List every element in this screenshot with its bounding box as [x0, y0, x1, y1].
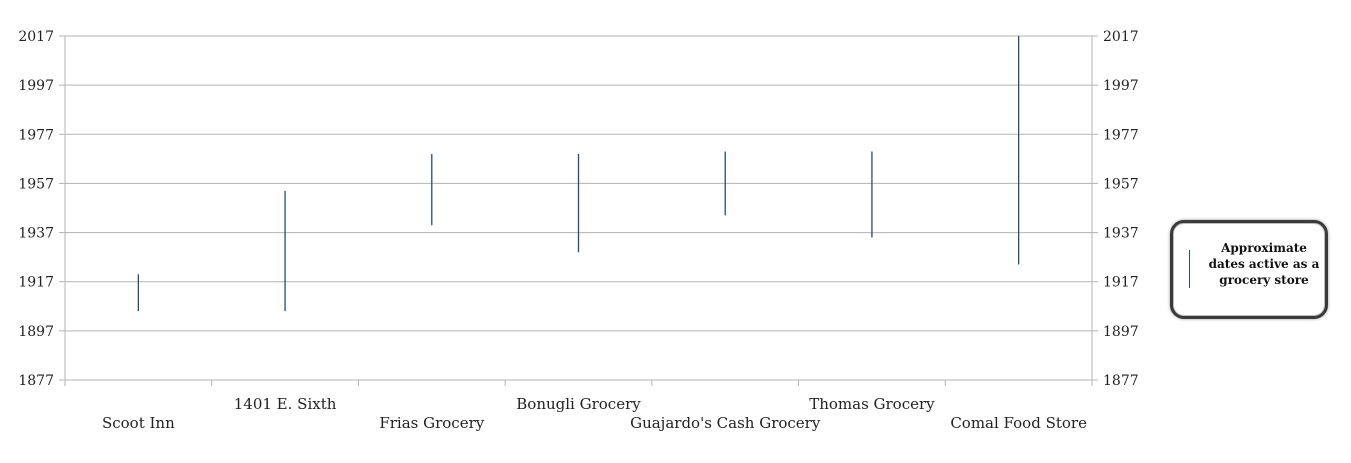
left-y-tick-label: 1877: [18, 373, 54, 389]
legend-series-swatch: [1189, 250, 1190, 288]
right-y-tick-label: 1957: [1103, 176, 1139, 192]
x-category-label: Thomas Grocery: [809, 395, 935, 413]
right-y-tick-label: 1897: [1103, 324, 1139, 340]
left-y-tick-label: 1977: [18, 127, 54, 143]
axes: [59, 35, 1098, 386]
right-y-tick-label: 1997: [1103, 78, 1139, 94]
left-y-tick-label: 1897: [18, 324, 54, 340]
left-y-tick-label: 1917: [18, 275, 54, 291]
range-bars: [137, 36, 1020, 312]
right-y-tick-label: 1877: [1103, 373, 1139, 389]
left-y-tick-label: 1937: [18, 226, 54, 242]
left-y-tick-label: 1997: [18, 78, 54, 94]
right-y-axis-ticks: 2017 1997 1977 1957 1937 1917 1897 1877: [1103, 29, 1139, 389]
x-category-label: Bonugli Grocery: [516, 395, 641, 413]
x-category-label: Guajardo's Cash Grocery: [630, 414, 821, 432]
legend-series-label: Approximate dates active as a grocery st…: [1208, 241, 1320, 287]
left-y-tick-label: 2017: [18, 29, 54, 45]
x-category-label: Scoot Inn: [102, 414, 175, 432]
right-y-tick-label: 1937: [1103, 226, 1139, 242]
x-axis-category-labels: Scoot Inn 1401 E. Sixth Frias Grocery Bonug…: [102, 395, 1087, 432]
x-category-label: 1401 E. Sixth: [234, 395, 337, 413]
left-y-tick-label: 1957: [18, 176, 54, 192]
x-category-label: Comal Food Store: [950, 414, 1087, 432]
left-y-axis-ticks: 2017 1997 1977 1957 1937 1917 1897 1877: [18, 29, 54, 389]
x-category-label: Frias Grocery: [379, 414, 484, 432]
right-y-tick-label: 1977: [1103, 127, 1139, 143]
legend: Approximate dates active as a grocery st…: [1170, 220, 1328, 319]
right-y-tick-label: 2017: [1103, 29, 1139, 45]
right-y-tick-label: 1917: [1103, 275, 1139, 291]
